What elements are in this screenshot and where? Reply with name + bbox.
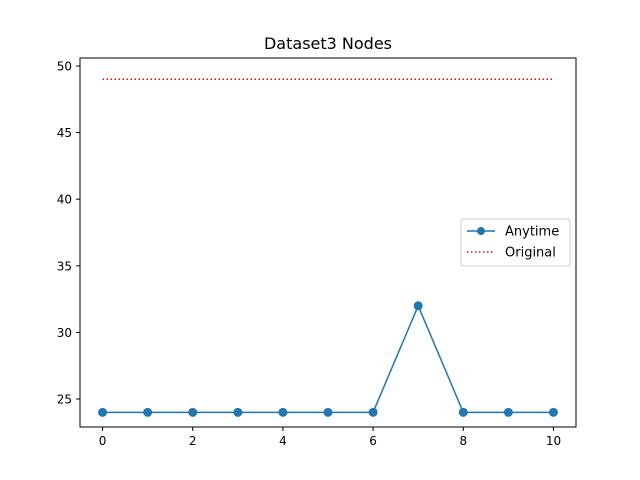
legend-marker-anytime xyxy=(477,227,485,235)
x-tick-label: 10 xyxy=(546,434,561,448)
y-tick-label: 50 xyxy=(57,59,72,73)
x-tick-label: 8 xyxy=(459,434,467,448)
x-tick-label: 0 xyxy=(99,434,107,448)
x-tick-label: 4 xyxy=(279,434,287,448)
y-tick-label: 45 xyxy=(57,126,72,140)
x-tick-label: 6 xyxy=(369,434,377,448)
plot-frame xyxy=(79,57,577,428)
data-point-anytime xyxy=(143,407,153,417)
data-point-anytime xyxy=(233,407,243,417)
chart-title: Dataset3 Nodes xyxy=(264,34,392,53)
legend-label-anytime: Anytime xyxy=(505,225,559,240)
legend: Anytime Original xyxy=(460,218,571,267)
legend-label-original: Original xyxy=(505,246,556,261)
data-point-anytime xyxy=(368,407,378,417)
data-point-anytime xyxy=(323,407,333,417)
y-tick-label: 25 xyxy=(57,393,72,407)
y-axis: 25 30 35 40 45 50 xyxy=(57,59,80,407)
y-tick-label: 30 xyxy=(57,326,72,340)
data-point-anytime xyxy=(503,407,513,417)
series-layer xyxy=(98,78,558,417)
y-tick-label: 40 xyxy=(57,193,72,207)
x-axis: 0 2 4 6 8 10 xyxy=(99,427,561,448)
data-point-anytime xyxy=(548,407,558,417)
data-point-anytime xyxy=(188,407,198,417)
data-point-anytime xyxy=(458,407,468,417)
data-point-anytime xyxy=(278,407,288,417)
y-tick-label: 35 xyxy=(57,259,72,273)
x-tick-label: 2 xyxy=(189,434,197,448)
data-point-anytime xyxy=(98,407,108,417)
data-point-anytime xyxy=(413,301,423,311)
